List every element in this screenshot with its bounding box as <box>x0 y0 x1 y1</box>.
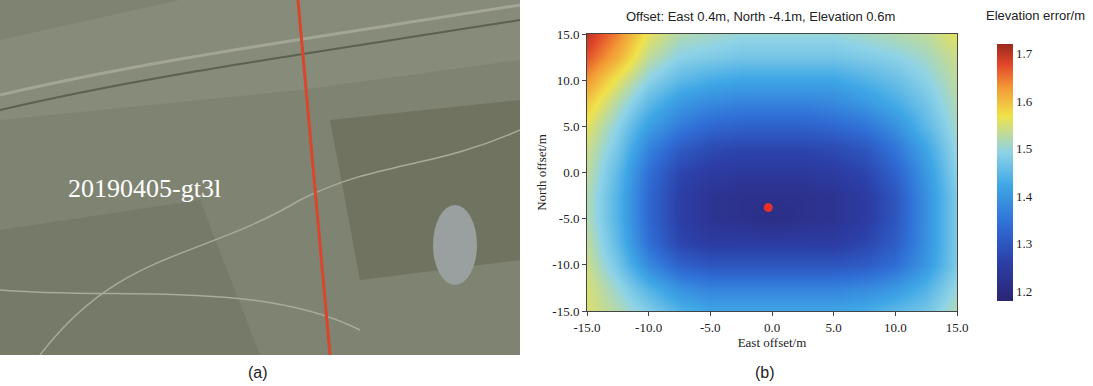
svg-text:North offset/m: North offset/m <box>534 134 549 211</box>
svg-text:-15.0: -15.0 <box>573 320 600 335</box>
svg-text:0.0: 0.0 <box>764 320 780 335</box>
svg-text:-5.0: -5.0 <box>700 320 721 335</box>
svg-text:0.0: 0.0 <box>563 165 579 180</box>
svg-text:15.0: 15.0 <box>946 320 969 335</box>
svg-text:1.7: 1.7 <box>1016 46 1033 61</box>
svg-text:-5.0: -5.0 <box>559 211 580 226</box>
svg-text:5.0: 5.0 <box>563 119 579 134</box>
svg-text:15.0: 15.0 <box>557 27 580 42</box>
html-text:(a): (a) <box>248 364 268 381</box>
svg-text:10.0: 10.0 <box>884 320 907 335</box>
svg-text:East offset/m: East offset/m <box>738 335 807 350</box>
svg-text:1.4: 1.4 <box>1016 189 1033 204</box>
svg-text:20190405-gt3l: 20190405-gt3l <box>68 174 221 203</box>
svg-text:1.3: 1.3 <box>1016 236 1032 251</box>
svg-text:-15.0: -15.0 <box>552 304 579 319</box>
svg-text:10.0: 10.0 <box>557 73 580 88</box>
html-text:(b): (b) <box>755 364 775 381</box>
svg-text:-10.0: -10.0 <box>635 320 662 335</box>
svg-text:1.2: 1.2 <box>1016 284 1032 299</box>
svg-text:-10.0: -10.0 <box>552 257 579 272</box>
svg-text:1.6: 1.6 <box>1016 94 1033 109</box>
svg-text:1.5: 1.5 <box>1016 141 1032 156</box>
svg-text:5.0: 5.0 <box>826 320 842 335</box>
svg-text:Offset: East 0.4m, North -4.1m: Offset: East 0.4m, North -4.1m, Elevatio… <box>626 9 895 24</box>
svg-text:Elevation error/m: Elevation error/m <box>986 8 1085 23</box>
